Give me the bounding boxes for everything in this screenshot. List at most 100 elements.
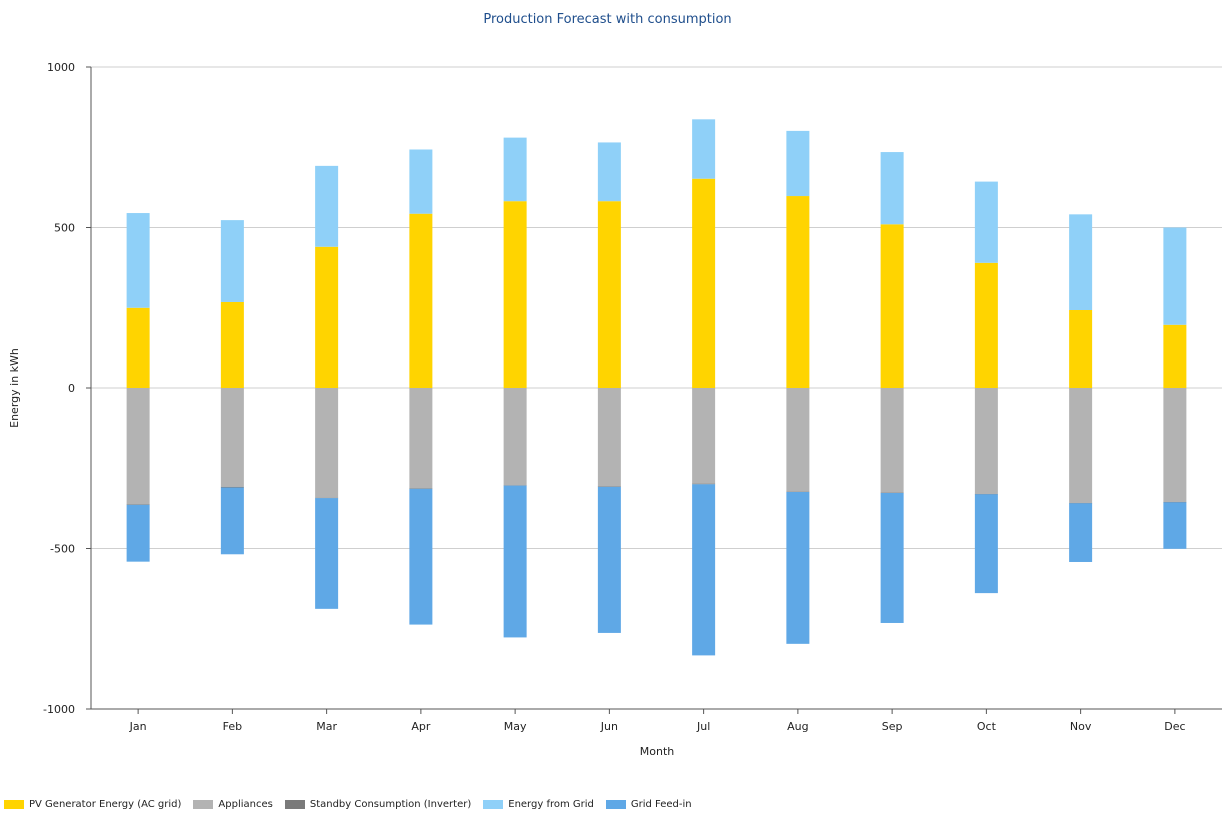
- grid-lines: [91, 66, 1222, 549]
- legend-item[interactable]: Energy from Grid: [483, 799, 594, 810]
- legend-item[interactable]: Standby Consumption (Inverter): [284, 799, 472, 810]
- bar-nov-series-0: [1069, 309, 1093, 388]
- bar-oct-series-3: [974, 181, 998, 263]
- x-tick-label: May: [504, 720, 527, 733]
- y-tick-label: -1000: [43, 703, 75, 716]
- bar-mar-series-0: [315, 246, 339, 388]
- bar-mar-series-1: [315, 388, 339, 498]
- x-tick-label: Apr: [411, 720, 431, 733]
- bar-aug-series-1: [786, 388, 810, 492]
- bar-sep-series-4: [880, 492, 904, 623]
- bar-sep-series-1: [880, 388, 904, 493]
- bar-oct-series-0: [974, 262, 998, 388]
- bar-jan-series-4: [126, 504, 150, 562]
- bar-jun-series-0: [597, 201, 621, 388]
- bar-oct-series-1: [974, 388, 998, 494]
- legend-item[interactable]: Grid Feed-in: [605, 799, 692, 810]
- x-tick-label: Jul: [696, 720, 710, 733]
- bar-jul-series-4: [692, 484, 716, 656]
- x-tick-label: Dec: [1164, 720, 1185, 733]
- x-tick-label: Feb: [223, 720, 242, 733]
- bar-aug-series-3: [786, 130, 810, 197]
- x-axis-label: Month: [640, 745, 675, 758]
- bar-jul-series-0: [692, 178, 716, 388]
- bar-oct-series-2: [974, 493, 998, 495]
- y-tick-label: 0: [68, 382, 75, 395]
- bar-feb-series-1: [220, 388, 244, 487]
- legend-swatch: [4, 800, 24, 809]
- legend-swatch: [284, 800, 305, 809]
- bar-mar-series-2: [315, 497, 339, 499]
- x-tick-label: Jan: [129, 720, 147, 733]
- bar-jan-series-2: [126, 504, 150, 506]
- bar-jul-series-2: [692, 483, 716, 485]
- bar-jan-series-3: [126, 213, 150, 308]
- bar-nov-series-1: [1069, 388, 1093, 503]
- bar-aug-series-2: [786, 491, 810, 493]
- y-tick-label: -500: [50, 543, 75, 556]
- bar-dec-series-3: [1163, 227, 1187, 325]
- bar-may-series-4: [503, 485, 527, 638]
- bar-oct-series-4: [974, 494, 998, 594]
- legend-label: Grid Feed-in: [630, 799, 692, 810]
- bar-sep-series-2: [880, 492, 904, 494]
- bar-mar-series-4: [315, 498, 339, 609]
- x-tick-label: Oct: [977, 720, 997, 733]
- x-tick-label: Aug: [787, 720, 808, 733]
- bar-jun-series-4: [597, 486, 621, 633]
- bar-aug-series-4: [786, 492, 810, 644]
- legend-label: PV Generator Energy (AC grid): [29, 799, 182, 810]
- bar-dec-series-2: [1163, 501, 1187, 503]
- y-tick-label: 500: [54, 222, 75, 235]
- bar-dec-series-1: [1163, 388, 1187, 502]
- bar-jun-series-1: [597, 388, 621, 487]
- chart-title: Production Forecast with consumption: [483, 12, 732, 27]
- bar-dec-series-0: [1163, 324, 1187, 388]
- y-axis-label: Energy in kWh: [8, 348, 21, 428]
- bar-may-series-1: [503, 388, 527, 486]
- legend-swatch: [483, 800, 504, 809]
- tick-labels: 1000 500 0 -500 -1000 Jan Feb Mar Apr May Jun Jul Au…: [43, 61, 1185, 733]
- bar-apr-series-0: [409, 213, 433, 388]
- bar-jun-series-3: [597, 142, 621, 202]
- bar-mar-series-3: [315, 165, 339, 247]
- legend-label: Energy from Grid: [508, 799, 594, 810]
- x-tick-label: Mar: [316, 720, 337, 733]
- legend-label: Appliances: [218, 799, 273, 810]
- legend-swatch: [605, 800, 626, 809]
- bar-nov-series-2: [1069, 502, 1093, 504]
- legend-label: Standby Consumption (Inverter): [309, 799, 472, 810]
- bar-feb-series-0: [220, 301, 244, 388]
- x-tick-label: Nov: [1070, 720, 1092, 733]
- legend-item[interactable]: Appliances: [193, 799, 273, 810]
- bar-feb-series-2: [220, 486, 244, 488]
- bar-feb-series-4: [220, 487, 244, 555]
- bar-dec-series-4: [1163, 502, 1187, 549]
- bars-group: [126, 119, 1187, 656]
- bar-jan-series-0: [126, 307, 150, 388]
- bar-nov-series-4: [1069, 503, 1093, 562]
- x-tick-label: Jun: [600, 720, 618, 733]
- bar-may-series-3: [503, 137, 527, 202]
- bar-jul-series-3: [692, 119, 716, 179]
- legend: PV Generator Energy (AC grid) Appliances S…: [4, 799, 704, 810]
- bar-apr-series-4: [409, 488, 433, 625]
- y-tick-label: 1000: [47, 61, 75, 74]
- chart-area: 1000 500 0 -500 -1000 Jan Feb Mar Apr May Jun Jul Au…: [8, 61, 1222, 758]
- bar-apr-series-3: [409, 149, 433, 214]
- bar-feb-series-3: [220, 220, 244, 302]
- bar-apr-series-2: [409, 488, 433, 489]
- x-tick-label: Sep: [882, 720, 903, 733]
- bar-jul-series-1: [692, 388, 716, 484]
- bar-may-series-0: [503, 201, 527, 388]
- bar-nov-series-3: [1069, 214, 1093, 310]
- bar-jun-series-2: [597, 486, 621, 488]
- legend-swatch: [193, 800, 214, 809]
- bar-sep-series-3: [880, 152, 904, 225]
- bar-may-series-2: [503, 485, 527, 486]
- bar-aug-series-0: [786, 196, 810, 388]
- bar-sep-series-0: [880, 224, 904, 388]
- bar-apr-series-1: [409, 388, 433, 489]
- bar-jan-series-1: [126, 388, 150, 505]
- legend-item[interactable]: PV Generator Energy (AC grid): [4, 799, 181, 810]
